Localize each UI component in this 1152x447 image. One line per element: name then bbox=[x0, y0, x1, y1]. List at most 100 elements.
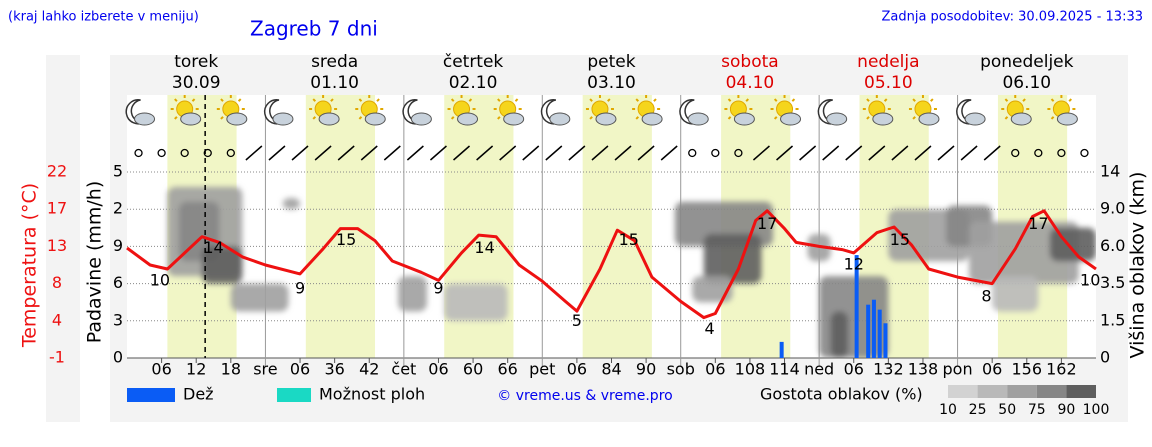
sun-ray bbox=[174, 116, 178, 120]
wind-barb bbox=[799, 145, 817, 161]
main-layer: torek30.09sreda01.10četrtek02.10petek03.… bbox=[19, 52, 1149, 418]
wind-barb bbox=[776, 145, 794, 161]
wind-calm bbox=[734, 148, 743, 158]
weather-icon bbox=[632, 95, 663, 126]
legend-swatch bbox=[277, 388, 311, 402]
x-tick-label: 156 bbox=[1012, 360, 1043, 379]
temp-tick-label: 17 bbox=[47, 199, 67, 218]
wind-calm bbox=[203, 148, 212, 158]
precip-bar bbox=[854, 255, 859, 358]
day-name: sreda bbox=[311, 52, 358, 72]
title: Zagreb 7 dni bbox=[250, 17, 378, 41]
cloud-icon bbox=[687, 112, 709, 126]
weather-icon bbox=[402, 99, 432, 126]
sun-ray bbox=[220, 116, 224, 120]
cloud-icon bbox=[549, 112, 571, 126]
density-tick-label: 75 bbox=[1028, 402, 1046, 418]
wind-barb bbox=[245, 145, 263, 161]
y-tick-label: 2 bbox=[113, 199, 123, 218]
cloud-icon bbox=[964, 112, 986, 126]
density-tick-label: 90 bbox=[1057, 402, 1075, 418]
x-tick-label: čet bbox=[391, 360, 416, 379]
background-layer bbox=[127, 95, 1096, 366]
y-tick-label: 0 bbox=[113, 348, 123, 367]
temperature-label: 10 bbox=[1080, 271, 1100, 290]
temperature-label: 5 bbox=[572, 311, 582, 330]
weather-icon bbox=[355, 95, 386, 126]
cloud-icon bbox=[733, 112, 755, 126]
day-date: 05.10 bbox=[864, 73, 913, 93]
wind-calm bbox=[688, 148, 697, 158]
wind-barb bbox=[983, 145, 1001, 161]
day-name: četrtek bbox=[443, 52, 504, 72]
weather-icon bbox=[679, 99, 709, 126]
wind-barb bbox=[914, 145, 932, 161]
cloud-cell bbox=[398, 276, 427, 312]
temp-tick-label: 22 bbox=[47, 162, 67, 181]
cloud-cell bbox=[830, 311, 848, 358]
density-swatch bbox=[1036, 385, 1067, 398]
sun-ray bbox=[1068, 98, 1072, 102]
weather-icon bbox=[585, 95, 617, 126]
y2-tick-label: 0 bbox=[1100, 348, 1110, 367]
cloud-cell bbox=[992, 276, 1039, 312]
cloud-cell bbox=[444, 283, 508, 321]
x-tick-label: sre bbox=[253, 360, 277, 379]
sun-ray bbox=[607, 98, 611, 102]
temperature-label: 12 bbox=[844, 254, 864, 273]
wind-barb bbox=[660, 145, 678, 161]
wind-barb bbox=[291, 145, 309, 161]
sun-ray bbox=[497, 116, 501, 120]
cloud-icon bbox=[457, 112, 479, 126]
y2-axis-title: Višina oblakov (km) bbox=[1127, 172, 1149, 359]
cloud-layer bbox=[167, 186, 1096, 358]
sun-ray bbox=[589, 116, 593, 120]
x-tick-label: ned bbox=[804, 360, 834, 379]
wind-calm bbox=[134, 148, 143, 158]
cloud-cell bbox=[230, 283, 289, 312]
wind-calm bbox=[1034, 148, 1043, 158]
sun-ray bbox=[514, 98, 519, 102]
x-tick-label: 132 bbox=[873, 360, 904, 379]
x-tick-label: 12 bbox=[186, 360, 206, 379]
y2-tick-label: 14 bbox=[1100, 162, 1120, 181]
x-tick-label: 162 bbox=[1046, 360, 1077, 379]
wind-barb bbox=[822, 145, 840, 161]
weather-icon bbox=[956, 99, 986, 126]
cloud-icon bbox=[134, 112, 156, 126]
cloud-icon bbox=[226, 112, 248, 126]
sun-ray bbox=[635, 116, 640, 120]
sun-ray bbox=[866, 98, 870, 102]
temperature-label: 15 bbox=[336, 230, 356, 249]
wind-calm bbox=[1057, 148, 1066, 158]
sun-ray bbox=[450, 116, 455, 120]
wind-barb bbox=[868, 145, 886, 161]
sun-ray bbox=[883, 98, 888, 102]
y2-tick-label: 1.5 bbox=[1100, 310, 1125, 329]
x-tick-label: 06 bbox=[290, 360, 310, 379]
temp-tick-label: 13 bbox=[47, 236, 67, 255]
density-tick-label: 25 bbox=[969, 402, 987, 418]
weather-icon bbox=[309, 95, 340, 126]
wind-barb bbox=[453, 145, 471, 161]
temperature-label: 17 bbox=[757, 214, 777, 233]
cloud-icon bbox=[272, 112, 294, 126]
cloud-icon bbox=[410, 112, 432, 126]
temp-axis-title: Temperatura (°C) bbox=[19, 183, 41, 348]
cloud-icon bbox=[503, 112, 525, 126]
wind-calm bbox=[157, 148, 166, 158]
x-tick-label: 66 bbox=[497, 360, 517, 379]
sun-ray bbox=[312, 98, 317, 102]
sun-ray bbox=[635, 98, 640, 102]
x-tick-label: 18 bbox=[221, 360, 241, 379]
cloud-icon bbox=[872, 112, 894, 126]
weather-icon bbox=[724, 95, 755, 126]
sun-ray bbox=[1004, 98, 1009, 102]
sun-ray bbox=[191, 98, 196, 102]
x-tick-label: 36 bbox=[324, 360, 344, 379]
cloud-cell bbox=[201, 246, 243, 284]
sun-ray bbox=[358, 116, 363, 120]
y-tick-label: 5 bbox=[113, 162, 123, 181]
cloud-icon bbox=[641, 112, 663, 126]
